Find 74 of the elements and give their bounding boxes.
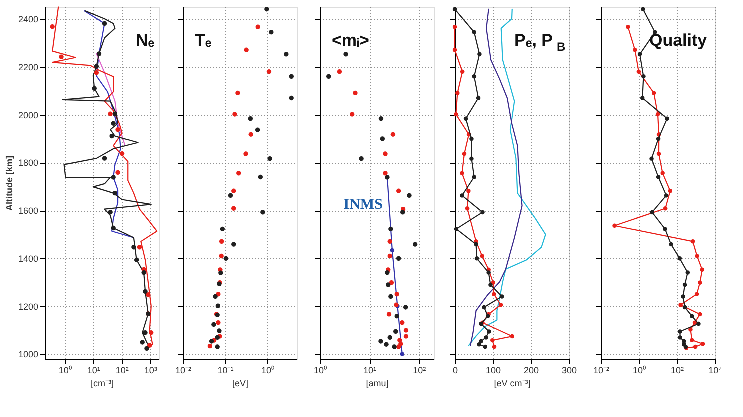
- text: Tₑ: [195, 31, 212, 50]
- point: [470, 156, 474, 161]
- point: [478, 52, 482, 57]
- y-tick-label: 2400: [18, 14, 38, 24]
- point: [492, 292, 496, 296]
- x-tick-label: 10⁴: [708, 366, 723, 376]
- point: [452, 48, 458, 52]
- point: [480, 210, 485, 215]
- point: [460, 171, 464, 176]
- point: [470, 136, 474, 142]
- point: [482, 305, 486, 310]
- x-axis-title: [cm⁻³]: [91, 378, 114, 388]
- point: [460, 70, 465, 74]
- x-axis-title: [eV cm⁻³]: [494, 378, 531, 388]
- x-tick-label: 10²: [670, 366, 684, 376]
- point: [454, 112, 458, 117]
- point: [472, 74, 476, 79]
- y-axis-title: Altitude [km]: [4, 156, 14, 211]
- x-tick-label: 10²: [116, 366, 129, 376]
- point: [464, 116, 468, 121]
- x-axis-title: [amu]: [366, 378, 389, 388]
- point: [456, 91, 460, 96]
- point: [452, 24, 458, 30]
- x-tick-label: 10⁻¹: [218, 366, 234, 376]
- x-tick-label: 10⁰: [632, 366, 646, 376]
- point: [474, 242, 478, 247]
- x-tick-label: 10⁻²: [175, 366, 192, 376]
- x-tick-label: 0: [452, 366, 458, 376]
- y-tick-label: 1800: [18, 158, 38, 168]
- x-tick-label: 10²: [413, 366, 426, 376]
- point: [454, 227, 459, 232]
- point: [500, 294, 504, 299]
- x-axis-title: [eV]: [232, 378, 249, 388]
- point: [466, 189, 471, 194]
- point: [484, 336, 488, 340]
- point: [492, 344, 497, 350]
- text: <mᵢ>: [332, 31, 370, 50]
- y-tick-label: 1600: [18, 206, 38, 216]
- point: [488, 282, 493, 288]
- point: [486, 270, 491, 275]
- point: [476, 96, 481, 100]
- x-tick-label: 300: [562, 366, 578, 376]
- point: [498, 303, 504, 308]
- y-tick-label: 1000: [18, 350, 38, 360]
- point: [510, 334, 514, 339]
- y-tick-label: 1200: [18, 302, 38, 312]
- x-tick-label: 10¹: [364, 366, 377, 376]
- point: [462, 152, 467, 156]
- text: Nₑ: [136, 31, 155, 50]
- point: [465, 206, 470, 211]
- point: [472, 30, 476, 34]
- annotation: INMS: [344, 197, 383, 214]
- y-tick-label: 2200: [18, 62, 38, 72]
- x-tick-label: 100: [486, 366, 502, 376]
- point: [460, 194, 464, 198]
- point: [474, 256, 480, 261]
- x-tick-label: 200: [524, 366, 540, 376]
- x-tick-label: 10⁰: [261, 366, 274, 376]
- y-tick-label: 1400: [18, 254, 38, 264]
- point: [490, 338, 495, 343]
- x-tick-label: 10⁻²: [593, 366, 610, 376]
- point: [487, 330, 492, 334]
- text: Quality: [650, 31, 708, 50]
- x-tick-label: 10³: [144, 366, 158, 376]
- x-tick-label: 10¹: [87, 366, 100, 376]
- point: [480, 254, 484, 258]
- point: [477, 342, 482, 347]
- point: [483, 344, 488, 350]
- x-tick-label: 10⁰: [314, 366, 328, 376]
- point: [472, 175, 476, 180]
- x-tick-label: 10⁰: [58, 366, 72, 376]
- point: [479, 339, 484, 344]
- y-tick-label: 2000: [18, 110, 38, 120]
- point: [452, 7, 458, 12]
